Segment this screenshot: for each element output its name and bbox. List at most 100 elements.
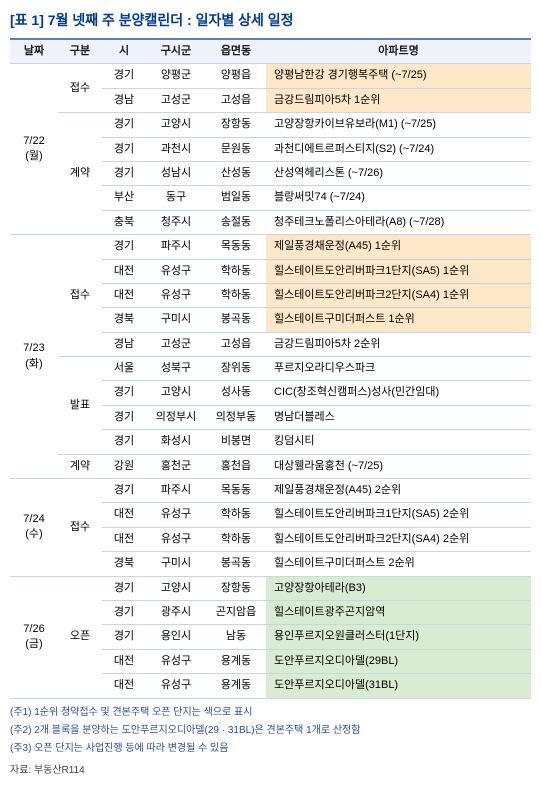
- cell-gusigun: 유성구: [146, 283, 206, 307]
- cell-si: 경남: [102, 88, 146, 112]
- cell-gusigun: 홍천군: [146, 454, 206, 478]
- cell-gusigun: 유성구: [146, 649, 206, 673]
- cell-apt: CIC(창조혁신캠퍼스)성사(민간임대): [266, 381, 531, 405]
- table-row: 발표서울성북구장위동푸르지오라디우스파크: [10, 357, 531, 381]
- cell-gusigun: 유성구: [146, 674, 206, 698]
- cell-eup: 성사동: [206, 381, 266, 405]
- cell-eup: 고성읍: [206, 88, 266, 112]
- cell-gusigun: 의정부시: [146, 405, 206, 429]
- cell-apt: 힐스테이트도안리버파크2단지(SA4) 2순위: [266, 527, 531, 551]
- cell-si: 대전: [102, 674, 146, 698]
- cell-gusigun: 유성구: [146, 527, 206, 551]
- cell-apt: 고양장항카이브유보라(M1) (~7/25): [266, 113, 531, 137]
- cell-gusigun: 용인시: [146, 625, 206, 649]
- cell-apt: 힐스테이트도안리버파크1단지(SA5) 1순위: [266, 259, 531, 283]
- cell-gusigun: 고양시: [146, 381, 206, 405]
- cell-eup: 산성동: [206, 161, 266, 185]
- cell-gusigun: 성북구: [146, 357, 206, 381]
- cell-apt: 도안푸르지오디아델(31BL): [266, 674, 531, 698]
- cell-si: 경기: [102, 137, 146, 161]
- cell-eup: 문원동: [206, 137, 266, 161]
- cell-si: 강원: [102, 454, 146, 478]
- cell-gusigun: 화성시: [146, 430, 206, 454]
- cell-eup: 용계동: [206, 674, 266, 698]
- cell-si: 부산: [102, 186, 146, 210]
- cell-apt: 힐스테이트구미더퍼스트 2순위: [266, 552, 531, 576]
- cell-apt: 푸르지오라디우스파크: [266, 357, 531, 381]
- cell-date: 7/23(화): [10, 235, 58, 479]
- cell-si: 대전: [102, 503, 146, 527]
- cell-date: 7/26(금): [10, 576, 58, 698]
- cell-gusigun: 파주시: [146, 479, 206, 503]
- cell-eup: 장위동: [206, 357, 266, 381]
- header-gubun: 구분: [58, 39, 102, 64]
- cell-eup: 학하동: [206, 259, 266, 283]
- cell-gusigun: 고양시: [146, 576, 206, 600]
- cell-si: 경기: [102, 625, 146, 649]
- cell-gusigun: 고성군: [146, 88, 206, 112]
- cell-si: 경기: [102, 576, 146, 600]
- cell-gusigun: 고양시: [146, 113, 206, 137]
- cell-eup: 학하동: [206, 503, 266, 527]
- cell-si: 경기: [102, 600, 146, 624]
- header-si: 시: [102, 39, 146, 64]
- cell-gubun: 접수: [58, 235, 102, 357]
- cell-si: 대전: [102, 283, 146, 307]
- cell-si: 경기: [102, 64, 146, 88]
- cell-si: 서울: [102, 357, 146, 381]
- calendar-table: 날짜 구분 시 구시군 읍면동 아파트명 7/22(월)접수경기양평군양평읍양평…: [10, 38, 531, 699]
- cell-apt: 대상웰라움홍천 (~7/25): [266, 454, 531, 478]
- cell-eup: 장항동: [206, 576, 266, 600]
- cell-apt: 양평남한강 경기행복주택 (~7/25): [266, 64, 531, 88]
- cell-si: 경기: [102, 161, 146, 185]
- cell-apt: 제일풍경채운정(A45) 2순위: [266, 479, 531, 503]
- header-date: 날짜: [10, 39, 58, 64]
- cell-apt: 제일풍경채운정(A45) 1순위: [266, 235, 531, 259]
- cell-si: 경기: [102, 235, 146, 259]
- cell-gusigun: 구미시: [146, 308, 206, 332]
- cell-gubun: 오픈: [58, 576, 102, 698]
- cell-si: 경북: [102, 552, 146, 576]
- cell-apt: 블랑써밋74 (~7/24): [266, 186, 531, 210]
- cell-gubun: 계약: [58, 113, 102, 235]
- cell-apt: 힐스테이트구미더퍼스트 1순위: [266, 308, 531, 332]
- cell-date: 7/22(월): [10, 64, 58, 235]
- cell-eup: 목동동: [206, 235, 266, 259]
- cell-gusigun: 양평군: [146, 64, 206, 88]
- cell-eup: 양평읍: [206, 64, 266, 88]
- cell-eup: 봉곡동: [206, 552, 266, 576]
- cell-si: 경기: [102, 113, 146, 137]
- footnote-3: (주3) 오픈 단지는 사업진행 등에 따라 변경될 수 있음: [10, 741, 531, 757]
- cell-eup: 범일동: [206, 186, 266, 210]
- cell-apt: 도안푸르지오디아델(29BL): [266, 649, 531, 673]
- footnote-1: (주1) 1순위 청약접수 및 견본주택 오픈 단지는 색으로 표시: [10, 705, 531, 721]
- cell-apt: 킹덤시티: [266, 430, 531, 454]
- cell-date: 7/24(수): [10, 479, 58, 577]
- cell-gusigun: 과천시: [146, 137, 206, 161]
- cell-eup: 홍천읍: [206, 454, 266, 478]
- cell-apt: 힐스테이트광주곤지암역: [266, 600, 531, 624]
- footnotes: (주1) 1순위 청약접수 및 견본주택 오픈 단지는 색으로 표시 (주2) …: [10, 705, 531, 757]
- source-label: 자료: 부동산R114: [10, 761, 531, 776]
- cell-si: 경기: [102, 381, 146, 405]
- cell-apt: 청주테크노폴리스아테라(A8) (~7/28): [266, 210, 531, 234]
- cell-apt: 용인푸르지오원클러스터(1단지): [266, 625, 531, 649]
- cell-eup: 학하동: [206, 283, 266, 307]
- table-row: 7/23(화)접수경기파주시목동동제일풍경채운정(A45) 1순위: [10, 235, 531, 259]
- cell-si: 대전: [102, 259, 146, 283]
- cell-si: 경남: [102, 332, 146, 356]
- cell-gusigun: 구미시: [146, 552, 206, 576]
- cell-si: 경기: [102, 479, 146, 503]
- cell-apt: 금강드림피아5차 2순위: [266, 332, 531, 356]
- cell-gubun: 계약: [58, 454, 102, 478]
- cell-eup: 학하동: [206, 527, 266, 551]
- cell-apt: 고양장항아테라(B3): [266, 576, 531, 600]
- cell-apt: 힐스테이트도안리버파크2단지(SA4) 1순위: [266, 283, 531, 307]
- footnote-2: (주2) 2개 블록을 분양하는 도안푸르지오디아델(29 · 31BL)은 견…: [10, 723, 531, 739]
- cell-eup: 남동: [206, 625, 266, 649]
- cell-apt: 산성역헤리스톤 (~7/26): [266, 161, 531, 185]
- cell-si: 경기: [102, 405, 146, 429]
- cell-gusigun: 광주시: [146, 600, 206, 624]
- header-gusigun: 구시군: [146, 39, 206, 64]
- cell-eup: 비봉면: [206, 430, 266, 454]
